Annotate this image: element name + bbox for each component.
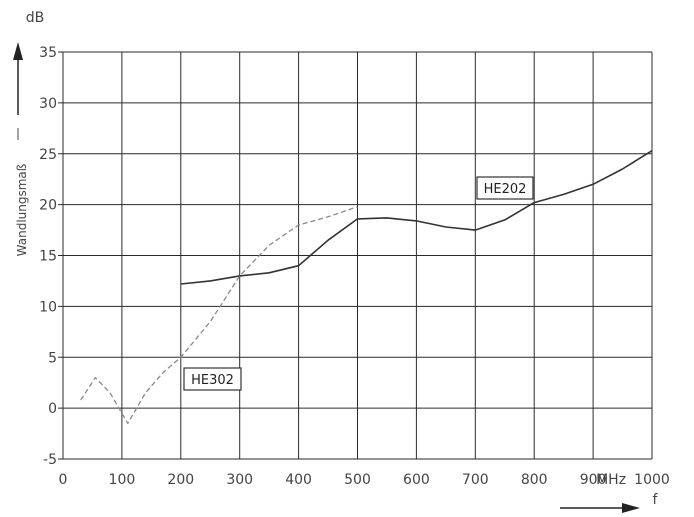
series-label-he202: HE202 xyxy=(484,182,527,197)
y-tick-label: 25 xyxy=(39,147,57,163)
x-tick-label: 700 xyxy=(462,472,489,488)
y-axis-label: Wandlungsmaß xyxy=(15,163,29,256)
x-axis-arrow-head xyxy=(622,503,640,513)
grid: 0 100 200 300 400 500 600 700 800 900 1000-5051015… xyxy=(39,45,670,488)
x-tick-label: 0 xyxy=(59,472,68,488)
y-tick-label: 30 xyxy=(39,96,57,112)
y-tick-label: 20 xyxy=(39,198,57,214)
y-unit-label: dB xyxy=(26,10,45,26)
x-tick-label: 200 xyxy=(167,472,194,488)
x-tick-label: 500 xyxy=(344,472,371,488)
axes: dB Wandlungsmaß f xyxy=(13,10,659,513)
x-tick-label: 800 xyxy=(521,472,548,488)
y-axis-arrow-head xyxy=(13,42,23,60)
x-tick-label: 400 xyxy=(285,472,312,488)
x-tick-label: 300 xyxy=(226,472,253,488)
series-line-he202 xyxy=(180,150,653,285)
y-tick-label: 10 xyxy=(39,299,57,315)
series-lines xyxy=(80,150,653,425)
x-tick-label: 900 xyxy=(580,472,607,488)
x-unit-label: MHz xyxy=(596,472,626,488)
series-line-he302 xyxy=(80,206,358,425)
annotations: HE202 HE302 xyxy=(183,176,534,391)
y-tick-label: -5 xyxy=(43,452,57,468)
y-tick-label: 0 xyxy=(48,401,57,417)
y-tick-label: 5 xyxy=(48,350,57,366)
x-tick-label: 600 xyxy=(403,472,430,488)
x-tick-label: 1000 xyxy=(634,472,670,488)
series-label-he302: HE302 xyxy=(191,373,234,388)
x-axis-label: f xyxy=(653,492,659,508)
y-tick-label: 35 xyxy=(39,45,57,61)
x-tick-label: 100 xyxy=(109,472,136,488)
y-tick-label: 15 xyxy=(39,249,57,265)
series-label-box-he302 xyxy=(183,367,242,391)
series-label-box-he202 xyxy=(476,176,534,200)
